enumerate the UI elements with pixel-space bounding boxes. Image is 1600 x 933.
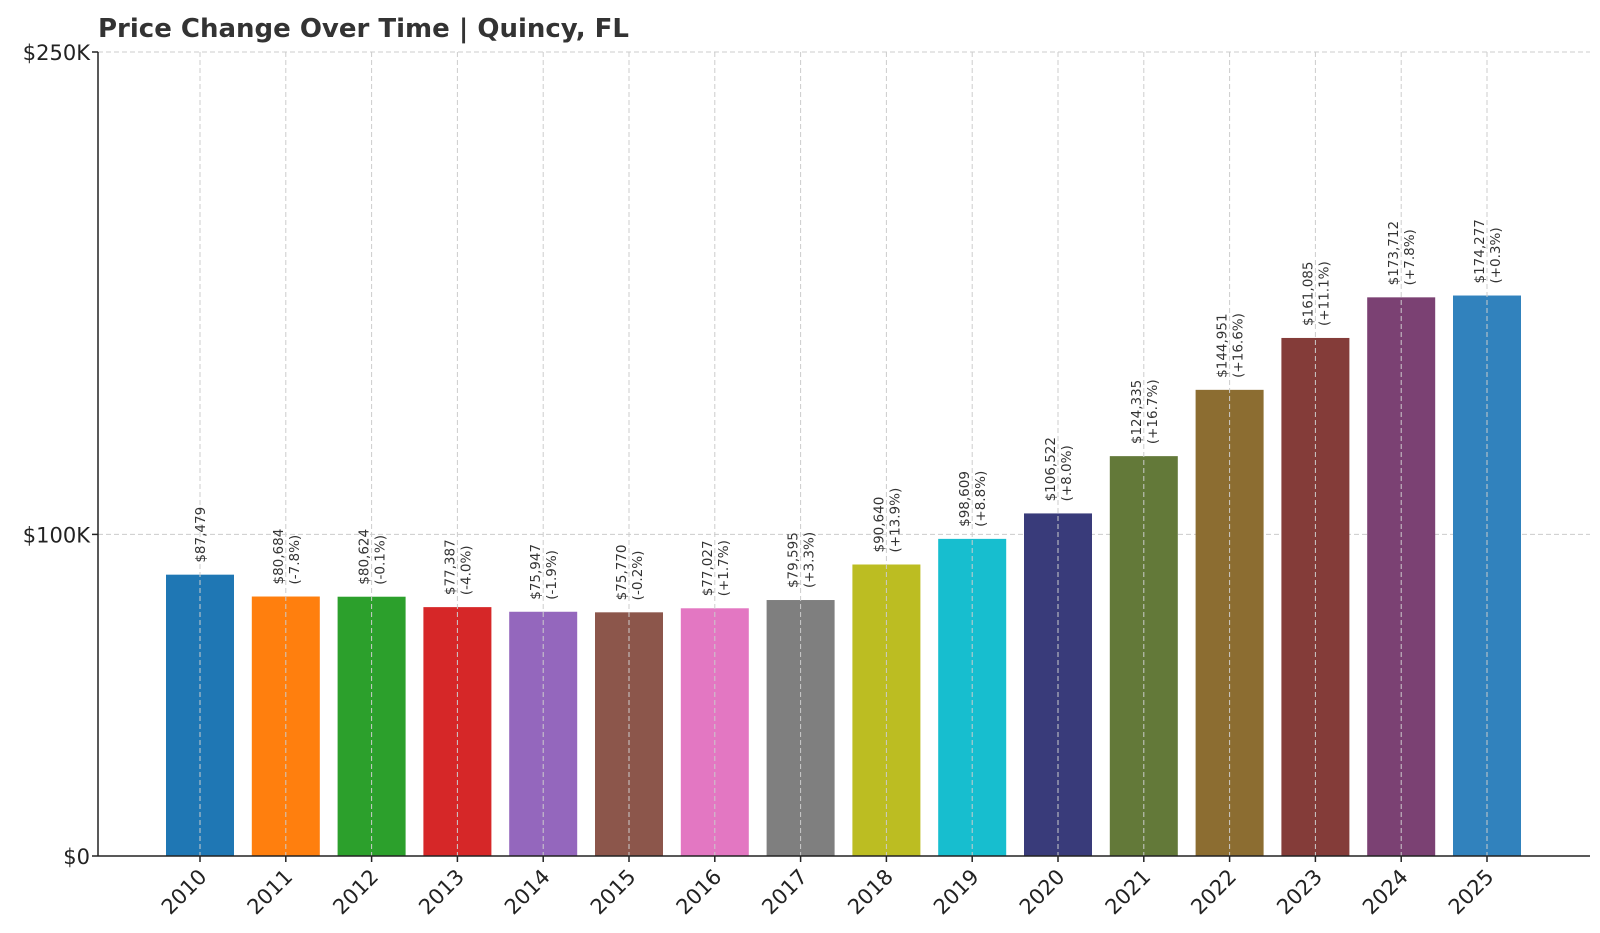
x-tick-label: 2012 [328,865,383,920]
bar-value-label: $77,387 [442,539,458,595]
bar-value-label: $106,522 [1043,437,1059,501]
x-tick-label: 2020 [1015,865,1070,920]
x-tick-label: 2019 [929,865,984,920]
bar-change-label: (+16.7%) [1145,379,1161,444]
x-tick-label: 2015 [586,865,641,920]
vertical-grid-lines [199,52,1488,856]
bar-change-label: (-0.1%) [373,535,389,585]
x-tick-label: 2023 [1272,865,1327,920]
bar-value-label: $79,595 [786,532,802,588]
x-tick-label: 2025 [1444,865,1499,920]
x-tick-label: 2010 [157,865,212,920]
bar-change-label: (+11.1%) [1316,261,1332,326]
bar-change-label: (+7.8%) [1402,229,1418,285]
bar-value-label: $124,335 [1129,380,1145,444]
bar-change-label: (+13.9%) [887,488,903,553]
x-tick-label: 2024 [1358,865,1413,920]
x-tick-label: 2017 [757,865,812,920]
bar-value-label: $77,027 [700,540,716,596]
x-tick-label: 2013 [414,865,469,920]
bar-value-label: $80,624 [357,529,373,585]
bar-change-label: (+8.8%) [973,471,989,527]
bar-change-label: (-1.9%) [544,550,560,600]
x-tick-label: 2014 [500,865,555,920]
bar-change-label: (-4.0%) [458,545,474,595]
y-tick-label: $100K [23,523,91,547]
bar-value-label: $161,085 [1300,262,1316,326]
bar-value-label: $87,479 [193,507,209,563]
bar-labels: $87,479 $80,684 (-7.8%) $80,624 (-0.1%) $77,3… [193,219,1504,600]
axes [97,52,1590,857]
bar-value-label: $144,951 [1215,313,1231,377]
y-tick-label: $0 [63,845,90,869]
bar-change-label: (+3.3%) [802,532,818,588]
bar-change-label: (+0.3%) [1488,227,1504,283]
bar-value-label: $90,640 [871,497,887,553]
chart-title: Price Change Over Time | Quincy, FL [98,14,629,44]
bar-change-label: (-0.2%) [630,551,646,601]
y-tick-label: $250K [23,41,91,65]
x-axis-ticks: 2010 2011 2012 2013 2014 2015 2016 2017 2018 2019… [157,856,1499,919]
bar-value-label: $75,947 [528,544,544,600]
bar-value-label: $174,277 [1472,219,1488,283]
bar-value-label: $75,770 [614,544,630,600]
grid-lines [98,51,1590,535]
bar-change-label: (+1.7%) [716,540,732,596]
x-tick-label: 2016 [672,865,727,920]
bar-value-label: $98,609 [957,471,973,527]
bar-change-label: (+16.6%) [1231,313,1247,378]
bar-value-label: $80,684 [271,529,287,585]
bar-change-label: (+8.0%) [1059,445,1075,501]
x-tick-label: 2022 [1186,865,1241,920]
x-tick-label: 2021 [1101,865,1156,920]
bar-value-label: $173,712 [1386,221,1402,285]
y-axis-ticks: $0 $100K $250K [23,41,98,869]
bar-change-label: (-7.8%) [287,535,303,585]
x-tick-label: 2018 [843,865,898,920]
x-tick-label: 2011 [243,865,298,920]
